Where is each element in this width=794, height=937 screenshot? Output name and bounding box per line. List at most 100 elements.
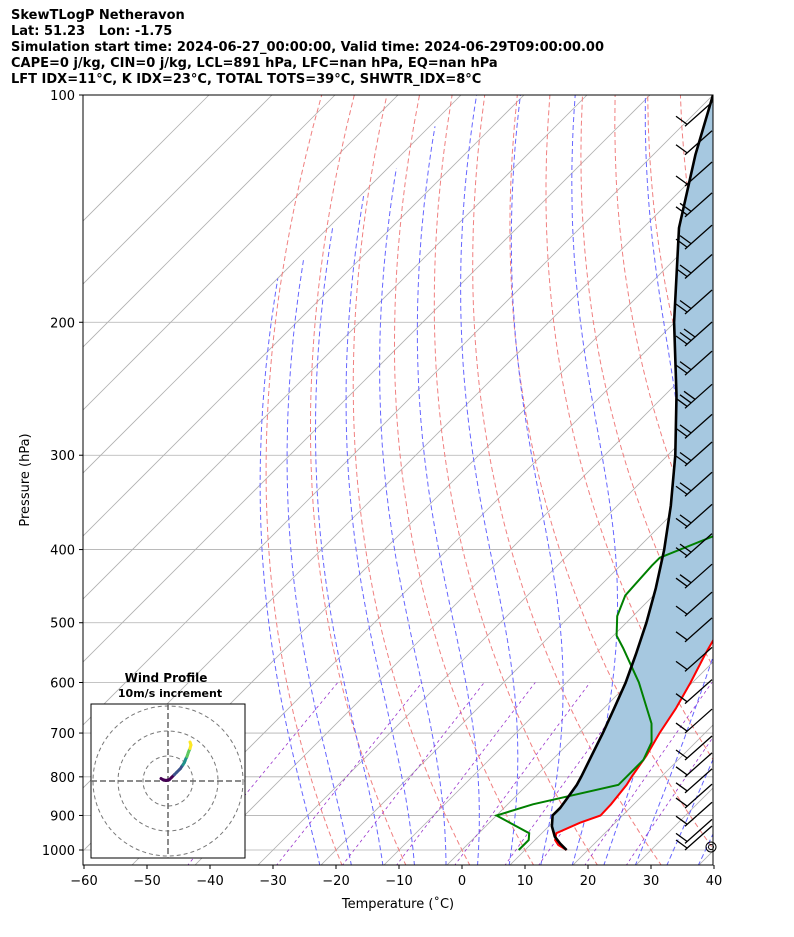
isotherm-line (131, 283, 713, 865)
barb-flag (675, 144, 688, 154)
barb-flag (679, 331, 692, 342)
barb-flag (675, 335, 688, 345)
isotherm-line (194, 346, 713, 865)
isotherm-line (83, 95, 336, 348)
dry-adiabat (712, 95, 713, 102)
dry-adiabat (746, 95, 794, 866)
barb-flag (675, 517, 688, 527)
indices-line: LFT IDX=11°C, K IDX=23°C, TOTAL TOTS=39°… (11, 72, 482, 87)
x-tick-label: −60 (70, 874, 97, 889)
barb-staff (684, 161, 713, 187)
barb-staff (684, 735, 713, 761)
barb-flag (683, 390, 696, 400)
barb-flag (675, 485, 688, 495)
isotherm-line (83, 95, 525, 537)
barb-flag (679, 482, 692, 492)
barb-flag (679, 394, 692, 404)
dry-adiabat (472, 95, 662, 865)
wind-barb (675, 471, 713, 497)
wind-barb (675, 825, 713, 851)
moist-adiabat (460, 95, 519, 865)
mixing-ratio-line (584, 682, 713, 865)
wind-barb (675, 321, 713, 347)
wind-barb (675, 617, 713, 643)
mixing-ratio-line (276, 682, 423, 865)
barb-staff (684, 321, 713, 347)
wind-barb (675, 768, 713, 794)
moist-adiabat (259, 278, 321, 865)
barb-staff (684, 254, 713, 279)
barb-flag (679, 514, 692, 524)
isotherm-line (83, 95, 462, 474)
barb-flag (675, 206, 688, 216)
barb-flag (675, 303, 688, 313)
x-tick-label: 40 (706, 874, 723, 889)
barb-flag (679, 299, 692, 310)
barb-flag (675, 815, 688, 825)
isotherm-line (83, 95, 651, 663)
barb-flag (679, 574, 692, 584)
barb-flag (679, 264, 692, 274)
mixing-ratio-line (454, 682, 591, 865)
hodograph-subtitle: 10m/s increment (118, 687, 222, 700)
barb-staff (684, 783, 713, 809)
barb-flag (675, 577, 688, 587)
isotherm-line (83, 95, 399, 411)
barb-flag (675, 605, 688, 615)
dry-adiabat (433, 95, 598, 865)
y-tick-label: 700 (50, 727, 75, 742)
hodograph-segment (188, 740, 192, 745)
barb-flag (675, 839, 688, 849)
barb-flag (679, 361, 692, 371)
barb-flag (675, 660, 688, 670)
hodograph: Wind Profile 10m/s increment (90, 671, 246, 859)
profile-series (493, 95, 713, 851)
barb-flag (675, 455, 688, 465)
barb-flag (679, 424, 692, 434)
wind-barb (675, 503, 713, 529)
plot-frame (82, 94, 714, 866)
barb-flag (675, 238, 688, 248)
wind-barb (675, 383, 713, 409)
barb-staff (684, 533, 713, 559)
barb-staff (684, 503, 713, 529)
moist-adiabat (571, 95, 618, 865)
moist-adiabat (634, 655, 713, 865)
barb-flag (675, 766, 688, 776)
wind-barbs (675, 101, 717, 853)
wind-barb (675, 735, 713, 761)
hodograph-plot (91, 704, 245, 858)
barb-flag (675, 397, 688, 407)
barb-staff (684, 413, 713, 439)
moist-adiabat (666, 758, 713, 865)
barb-staff (684, 818, 713, 844)
isotherm-line (509, 661, 713, 865)
x-tick-label: −10 (385, 874, 412, 889)
isotherm-line (83, 95, 273, 285)
barb-flag (683, 328, 696, 338)
barb-flag (675, 631, 688, 641)
x-tick-label: 20 (580, 874, 597, 889)
mixing-ratio-line (342, 682, 485, 865)
mixing-ratio-line (396, 682, 536, 865)
barb-staff (684, 350, 713, 376)
wind-barb (675, 818, 713, 844)
y-tick-label: 100 (50, 89, 75, 104)
barb-staff (684, 617, 713, 643)
barb-flag (675, 267, 688, 278)
isotherm-line (635, 787, 713, 865)
barb-flag (675, 797, 688, 807)
chart-title: SkewTLogP Netheravon (11, 8, 185, 23)
barb-staff (684, 825, 713, 851)
wind-barb (675, 192, 713, 218)
barb-flag (675, 115, 688, 125)
dry-adiabat (265, 95, 343, 865)
isotherm-line (320, 472, 713, 865)
y-tick-label: 300 (50, 449, 75, 464)
cape-line: CAPE=0 j/kg, CIN=0 j/kg, LCL=891 hPa, LF… (11, 56, 498, 71)
isotherm-line (83, 95, 588, 600)
moist-adiabat (416, 126, 480, 865)
hodograph-title: Wind Profile (125, 671, 208, 685)
moist-adiabat (286, 259, 352, 865)
